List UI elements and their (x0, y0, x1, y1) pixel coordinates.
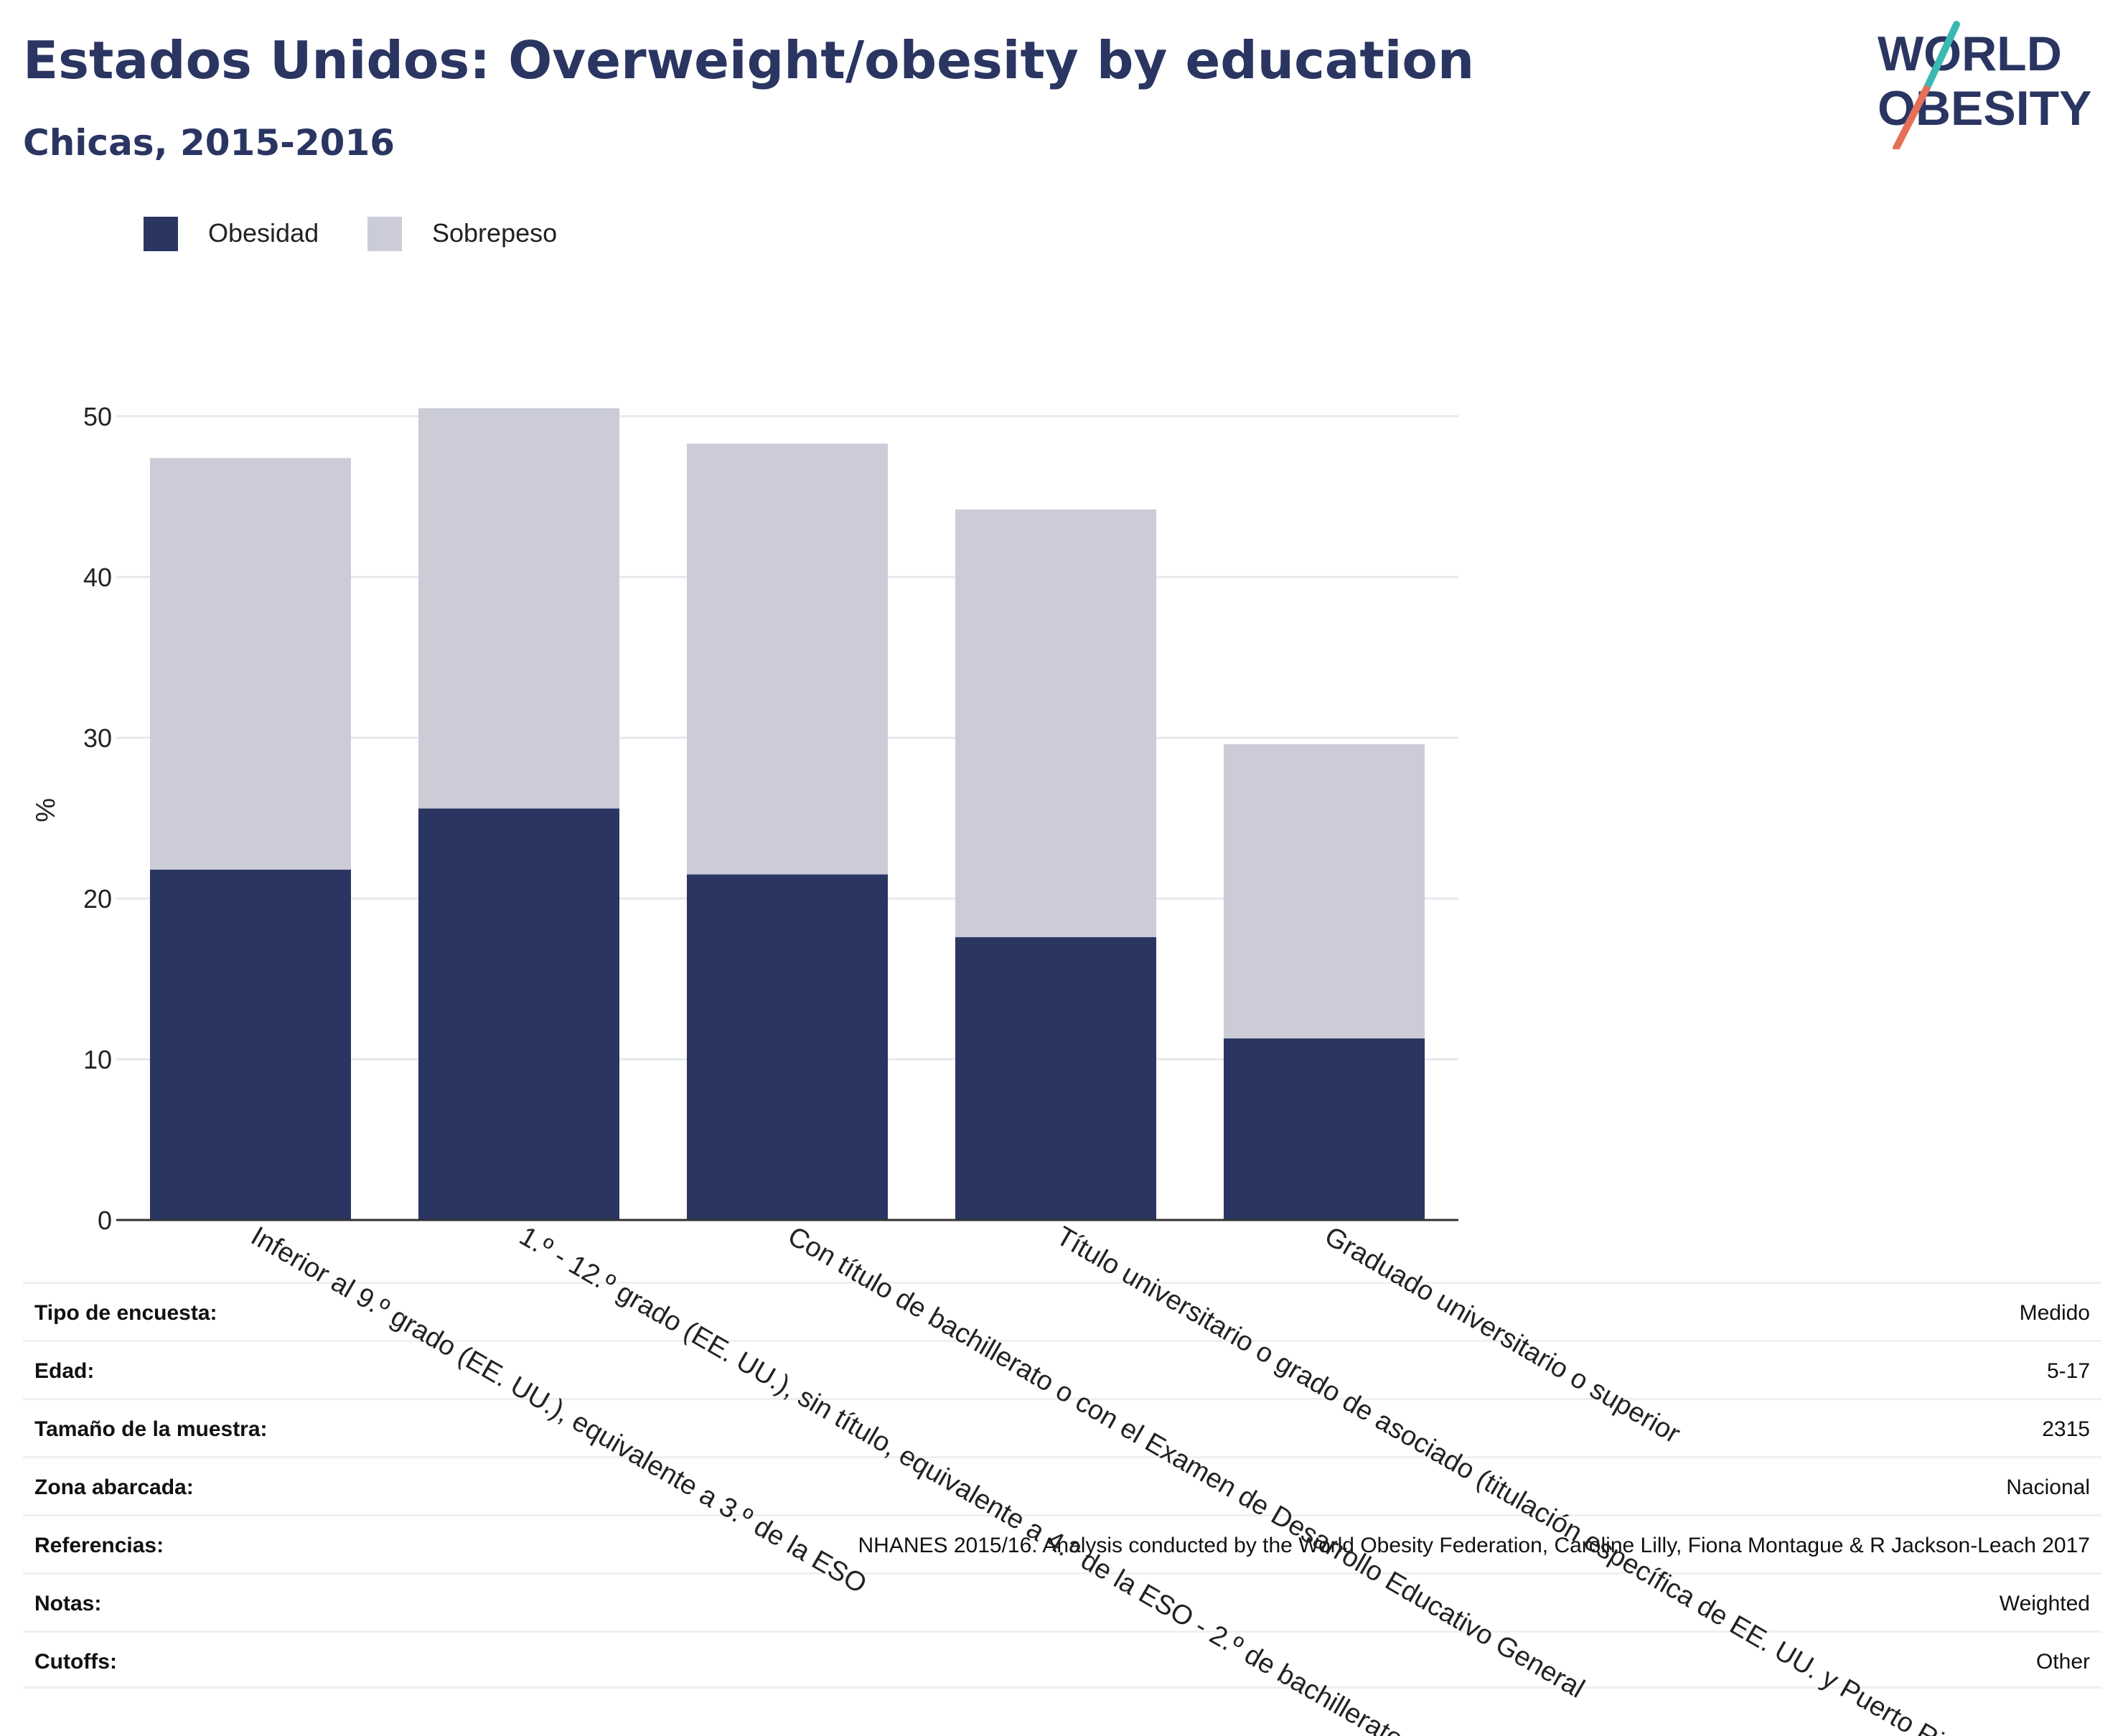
meta-row-notes: Notas: Weighted (23, 1572, 2101, 1631)
bar-sobrepeso-2[interactable] (687, 444, 888, 875)
logo-slash-bottom (1893, 85, 1930, 149)
legend-label-sobrepeso: Sobrepeso (432, 218, 558, 248)
bar-obesidad-4[interactable] (1224, 1038, 1425, 1220)
meta-row-cutoffs: Cutoffs: Other (23, 1631, 2101, 1689)
legend-swatch-obesidad (144, 217, 178, 251)
bar-sobrepeso-4[interactable] (1224, 743, 1425, 1038)
y-tick-label: 50 (83, 402, 112, 431)
logo-line1: WORLD (1878, 27, 2062, 81)
meta-value: Medido (2019, 1301, 2090, 1325)
meta-value: 2315 (2042, 1417, 2090, 1441)
bar-sobrepeso-0[interactable] (150, 458, 351, 870)
meta-value: Other (2035, 1650, 2090, 1674)
logo-slash-top (1923, 21, 1960, 93)
bar-obesidad-3[interactable] (955, 937, 1156, 1220)
meta-label: Tipo de encuesta: (34, 1301, 217, 1325)
y-tick-label: 0 (98, 1206, 112, 1235)
y-tick-label: 20 (83, 884, 112, 914)
meta-label: Notas: (34, 1592, 102, 1615)
bar-obesidad-1[interactable] (418, 808, 619, 1220)
meta-row-age: Edad: 5-17 (23, 1340, 2101, 1398)
bar-sobrepeso-3[interactable] (955, 509, 1156, 937)
bar-obesidad-2[interactable] (687, 874, 888, 1220)
meta-value: 5-17 (2046, 1359, 2090, 1383)
chart-subtitle: Chicas, 2015-2016 (23, 122, 395, 164)
bar-sobrepeso-1[interactable] (418, 408, 619, 809)
chart-title: Estados Unidos: Overweight/obesity by ed… (23, 30, 1475, 90)
meta-label: Cutoffs: (34, 1650, 117, 1674)
meta-value: Weighted (1999, 1592, 2090, 1615)
meta-row-area: Zona abarcada: Nacional (23, 1456, 2101, 1514)
y-tick-label: 10 (83, 1045, 112, 1074)
meta-value: NHANES 2015/16. Analysis conducted by th… (858, 1534, 2091, 1557)
x-tick-label: Inferior al 9.º grado (EE. UU.), equival… (246, 1221, 872, 1600)
meta-label: Referencias: (34, 1534, 164, 1557)
meta-label: Tamaño de la muestra: (34, 1417, 268, 1441)
meta-row-survey-type: Tipo de encuesta: Medido (23, 1282, 2101, 1340)
meta-value: Nacional (2006, 1475, 2090, 1499)
legend-label-obesidad: Obesidad (208, 218, 319, 248)
meta-row-references: Referencias: NHANES 2015/16. Analysis co… (23, 1514, 2101, 1572)
y-tick-label: 30 (83, 723, 112, 753)
meta-row-sample-size: Tamaño de la muestra: 2315 (23, 1398, 2101, 1456)
metadata-table: Tipo de encuesta: Medido Edad: 5-17 Tama… (23, 1282, 2101, 1689)
meta-label: Zona abarcada: (34, 1475, 194, 1499)
y-axis-label: % (31, 798, 61, 822)
y-tick-label: 40 (83, 563, 112, 592)
bar-obesidad-0[interactable] (150, 869, 351, 1220)
world-obesity-logo: WORLD OBESITY (1878, 21, 2092, 149)
legend-swatch-sobrepeso (367, 217, 402, 251)
meta-label: Edad: (34, 1359, 95, 1383)
